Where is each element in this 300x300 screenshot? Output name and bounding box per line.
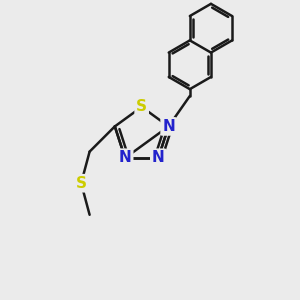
Text: N: N [119, 151, 131, 166]
Text: N: N [162, 119, 175, 134]
Text: N: N [152, 151, 165, 166]
Text: S: S [136, 99, 147, 114]
Text: S: S [76, 176, 87, 191]
Text: N: N [152, 151, 165, 166]
Text: N: N [119, 151, 131, 166]
